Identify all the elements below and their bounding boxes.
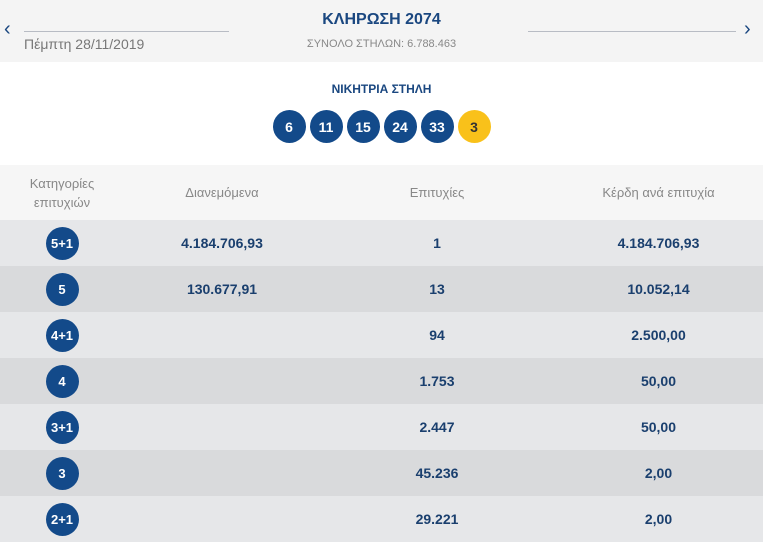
number-ball: 24 — [383, 110, 417, 143]
draw-header: ‹ › ΚΛΗΡΩΣΗ 2074 Πέμπτη 28/11/2019 ΣΥΝΟΛ… — [0, 0, 763, 62]
category-badge: 2+1 — [45, 502, 79, 536]
table-row: 3+1 2.447 50,00 — [0, 404, 763, 450]
category-badge: 5 — [45, 272, 79, 306]
wins-value: 29.221 — [415, 511, 459, 527]
table-row: 4 1.753 50,00 — [0, 358, 763, 404]
category-badge: 3+1 — [45, 410, 79, 444]
prize-value: 2,00 — [644, 511, 673, 527]
draw-date: Πέμπτη 28/11/2019 — [24, 36, 145, 52]
prev-draw-button[interactable]: ‹ — [4, 18, 11, 40]
distributed-value: 130.677,91 — [186, 281, 258, 297]
divider — [24, 31, 229, 32]
prize-value: 4.184.706,93 — [617, 235, 700, 251]
wins-value: 1 — [433, 235, 441, 251]
table-row: 2+1 29.221 2,00 — [0, 496, 763, 542]
number-ball: 6 — [272, 110, 306, 143]
total-columns: ΣΥΝΟΛΟ ΣΤΗΛΩΝ: 6.788.463 — [306, 38, 457, 50]
table-header: Κατηγορίες επιτυχιών Διανεμόμενα Επιτυχί… — [0, 165, 763, 220]
prize-value: 2.500,00 — [631, 327, 686, 343]
col-prize: Κέρδη ανά επιτυχία — [602, 185, 715, 200]
joker-ball: 3 — [457, 110, 491, 143]
next-draw-button[interactable]: › — [744, 18, 751, 40]
category-badge: 4+1 — [45, 318, 79, 352]
category-badge: 5+1 — [45, 226, 79, 260]
table-row: 4+1 94 2.500,00 — [0, 312, 763, 358]
distributed-value: 4.184.706,93 — [181, 235, 263, 251]
wins-value: 94 — [429, 327, 445, 343]
divider — [528, 31, 736, 32]
wins-value: 2.447 — [419, 419, 455, 435]
wins-value: 1.753 — [419, 373, 455, 389]
prize-value: 50,00 — [640, 419, 677, 435]
table-row: 3 45.236 2,00 — [0, 450, 763, 496]
category-badge: 3 — [45, 456, 79, 490]
category-badge: 4 — [45, 364, 79, 398]
wins-value: 13 — [429, 281, 445, 297]
winning-numbers: 6 11 15 24 33 3 — [0, 110, 763, 143]
col-wins: Επιτυχίες — [409, 185, 465, 200]
prize-value: 2,00 — [644, 465, 673, 481]
prize-value: 50,00 — [640, 373, 677, 389]
number-ball: 11 — [309, 110, 343, 143]
prize-value: 10.052,14 — [627, 281, 690, 297]
draw-title: ΚΛΗΡΩΣΗ 2074 — [322, 11, 441, 28]
number-ball: 15 — [346, 110, 380, 143]
col-distributed: Διανεμόμενα — [185, 185, 259, 200]
wins-value: 45.236 — [415, 465, 459, 481]
table-row: 5+1 4.184.706,93 1 4.184.706,93 — [0, 220, 763, 266]
table-row: 5 130.677,91 13 10.052,14 — [0, 266, 763, 312]
number-ball: 33 — [420, 110, 454, 143]
winning-label: ΝΙΚΗΤΡΙΑ ΣΤΗΛΗ — [331, 82, 432, 96]
col-categories: Κατηγορίες επιτυχιών — [29, 175, 95, 210]
